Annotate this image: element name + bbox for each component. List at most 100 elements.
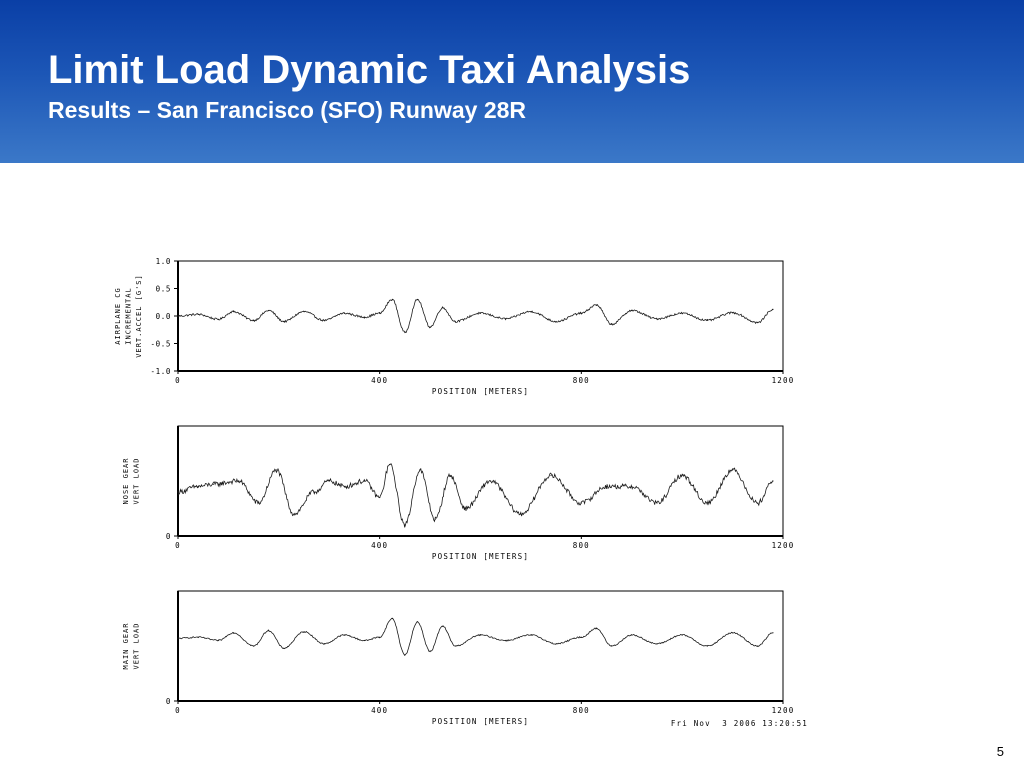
chart-3-data-point — [731, 632, 734, 634]
chart-3-data-point — [268, 630, 270, 632]
chart-1-data-point — [757, 322, 759, 324]
chart-3-data-point — [177, 637, 179, 639]
chart-2-data-point — [237, 480, 240, 482]
chart-1-data-point — [429, 326, 431, 328]
title-banner — [0, 0, 1024, 163]
chart-1-x-tick-label: 400 — [371, 376, 388, 385]
chart-3-data-point — [197, 636, 199, 638]
chart-3-data-point — [580, 636, 582, 638]
chart-1-x-tick-label: 0 — [175, 376, 181, 385]
chart-1-y-tick-label: 0.0 — [156, 312, 171, 321]
chart-1-data-point — [530, 311, 532, 313]
chart-3-data-point — [323, 643, 325, 645]
chart-1-data-point — [631, 309, 633, 312]
chart-3-data-point — [479, 634, 482, 636]
chart-3-data-point — [379, 636, 381, 638]
chart-3-data-point — [416, 621, 419, 623]
chart-2-data-point — [731, 469, 734, 471]
chart-2-data-point — [681, 474, 683, 477]
chart-2-data-point — [580, 502, 582, 504]
slide-title: Limit Load Dynamic Taxi Analysis — [48, 48, 691, 92]
chart-3-data-point — [253, 645, 255, 647]
chart-2-data-point — [520, 513, 522, 515]
chart-1-data-point — [379, 312, 381, 314]
chart-3-frame — [177, 590, 784, 702]
chart-2-data-point — [258, 502, 260, 504]
chart-1-data-point — [479, 312, 482, 314]
chart-2-data-point — [313, 491, 315, 493]
chart-2-data-point — [772, 480, 774, 482]
chart-2-data-point — [434, 518, 436, 521]
chart-1-data-point — [391, 298, 393, 301]
chart-1-y-axis-label-line: INCREMENTAL — [125, 287, 133, 344]
chart-1-data-point — [681, 312, 683, 314]
chart-3-series-line — [178, 617, 773, 657]
chart-1-data-point — [232, 311, 235, 313]
chart-2-data-point — [656, 502, 658, 504]
chart-3-data-point — [391, 617, 393, 620]
chart-1-x-axis-label: POSITION [METERS] — [432, 387, 529, 396]
chart-1-data-point — [595, 304, 598, 306]
plot-timestamp: Fri Nov 3 2006 13:20:51 — [671, 719, 808, 728]
chart-2-x-axis-label: POSITION [METERS] — [432, 552, 529, 561]
chart-1-data-point — [656, 318, 658, 320]
chart-2-y-axis-label-line: NOSE GEAR — [122, 458, 130, 505]
chart-3-data-point — [757, 645, 759, 647]
chart-2-data-point — [419, 469, 421, 471]
chart-2-data-point — [212, 483, 214, 485]
chart-3-data-point — [363, 639, 366, 642]
page-number: 5 — [996, 744, 1004, 759]
chart-2-data-point — [363, 480, 366, 482]
chart-2-data-point — [197, 485, 199, 488]
chart-1-data-point — [706, 319, 708, 321]
chart-2-frame — [177, 425, 784, 537]
chart-2-data-point — [379, 496, 381, 499]
chart-1-data-point — [363, 316, 366, 318]
chart-1-data-point — [416, 298, 419, 301]
chart-1-data-point — [268, 309, 270, 312]
chart-1-data-point — [303, 311, 305, 313]
chart-1-data-point — [442, 307, 444, 309]
chart-3-data-point — [232, 632, 235, 634]
chart-1-data-point — [610, 323, 613, 325]
chart-1-x-tick-label: 1200 — [772, 376, 795, 385]
chart-1-y-tick-label: 1.0 — [156, 257, 171, 266]
chart-2-data-point — [389, 463, 391, 466]
chart-2-data-point — [293, 513, 295, 515]
chart-3-data-point — [303, 631, 305, 633]
chart-2-y-axis-label-line: VERT LOAD — [133, 458, 141, 505]
chart-2-data-point — [449, 474, 451, 477]
chart-1-data-point — [253, 319, 255, 321]
chart-1-data-point — [404, 331, 406, 334]
chart-1-data-point — [283, 320, 285, 323]
chart-2-data-point — [177, 491, 179, 493]
chart-3-y-tick-label: 0 — [166, 697, 171, 706]
chart-3-data-point — [343, 634, 345, 636]
chart-3-x-tick-label: 1200 — [772, 706, 795, 715]
chart-1-data-point — [343, 312, 345, 314]
chart-2-data-point — [605, 485, 608, 488]
chart-2-x-tick-label: 1200 — [772, 541, 795, 550]
chart-1-data-point — [505, 318, 507, 320]
chart-1-data-point — [177, 315, 179, 317]
chart-1-y-tick-label: 0.5 — [156, 285, 171, 294]
chart-2-data-point — [328, 480, 330, 482]
chart-3-y-axis-label-line: VERT LOAD — [133, 623, 141, 670]
chart-3-data-point — [595, 627, 598, 630]
chart-3-data-point — [631, 634, 633, 636]
chart-3-data-point — [217, 639, 219, 642]
chart-1-y-axis-label-line: VERT.ACCEL [G'S] — [135, 274, 143, 357]
chart-2-data-point — [631, 485, 633, 488]
chart-2-data-point — [757, 502, 759, 504]
chart-2-data-point — [275, 469, 277, 471]
chart-2-data-point — [550, 474, 552, 477]
chart-1-x-tick-label: 800 — [573, 376, 590, 385]
chart-3-data-point — [610, 645, 613, 647]
chart-2-y-tick-label: 0 — [166, 532, 171, 541]
chart-3-data-point — [283, 647, 285, 649]
chart-2-data-point — [464, 507, 466, 510]
chart-3-data-point — [454, 645, 456, 647]
chart-1-data-point — [555, 320, 557, 323]
chart-3-data-point — [681, 634, 683, 636]
